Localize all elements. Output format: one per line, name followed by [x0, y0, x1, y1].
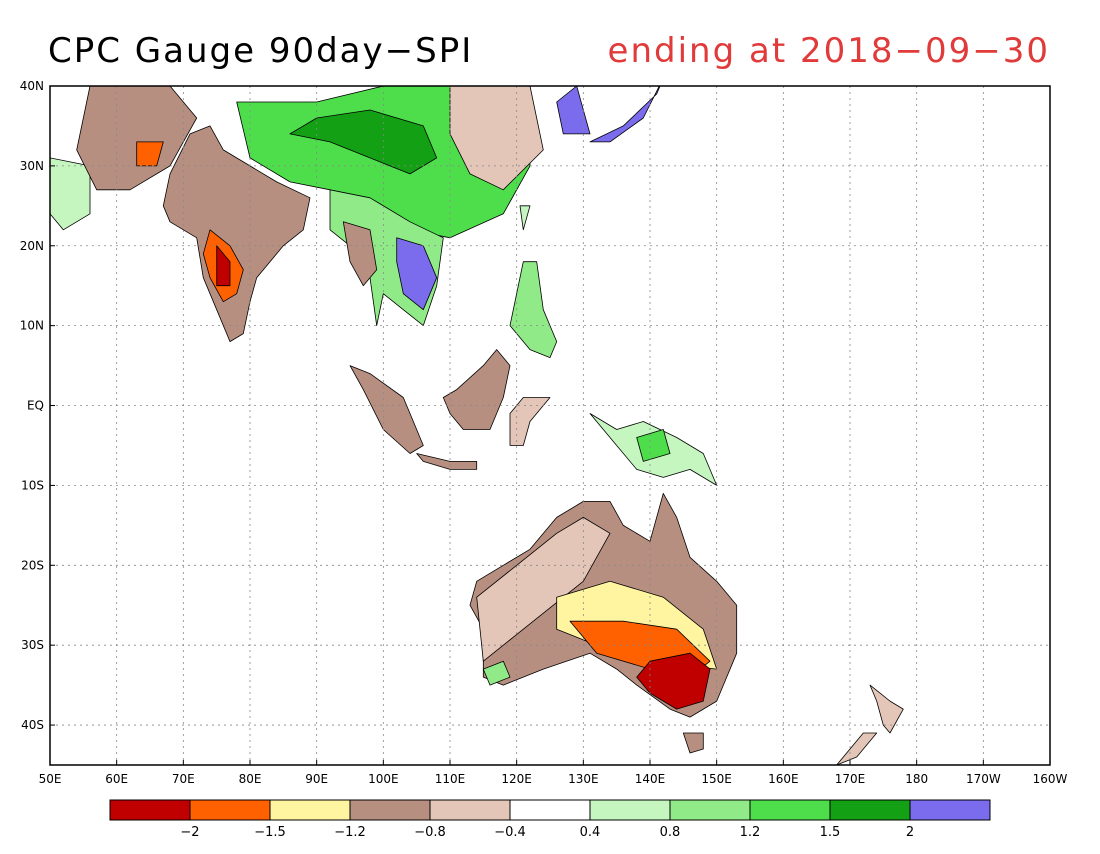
lon-tick-label: 90E: [305, 772, 328, 786]
lon-tick-label: 170W: [966, 772, 1001, 786]
colorbar-swatch: [749, 799, 831, 821]
graticule: [50, 86, 1050, 765]
lat-tick-label: 40S: [21, 718, 44, 732]
lon-tick-label: 180: [905, 772, 928, 786]
region-sulawesi: [509, 397, 551, 446]
colorbar-label: 2: [906, 825, 914, 840]
region-australia-light: [476, 517, 611, 662]
region-iran-pakistan: [76, 86, 198, 191]
lat-tick-label: 10S: [21, 478, 44, 492]
region-java: [416, 453, 478, 470]
region-murray-darling: [636, 652, 711, 710]
region-india: [162, 125, 311, 343]
latitude-tick-labels: 40N 30N 20N 10N EQ 10S 20S 30S 40S: [20, 79, 55, 732]
region-borneo: [442, 349, 511, 430]
lat-tick-label: 20S: [21, 558, 44, 572]
region-taiwan: [519, 205, 531, 231]
map-subtitle: ending at 2018−09−30: [608, 31, 1050, 71]
lat-tick-label: 10N: [20, 319, 44, 333]
colorbar-label: −0.4: [494, 825, 526, 840]
colorbar-swatch: [829, 799, 911, 821]
region-india-severe: [216, 245, 231, 287]
colorbar-swatch: [109, 799, 191, 821]
region-arabia-edge: [50, 157, 91, 231]
lon-tick-label: 110E: [435, 772, 466, 786]
region-new-zealand-n: [869, 684, 904, 734]
colorbar-label: −2: [180, 825, 199, 840]
lat-tick-label: EQ: [27, 399, 44, 413]
lon-tick-label: 50E: [39, 772, 62, 786]
region-sw-australia-wet: [482, 660, 511, 686]
colorbar-swatch: [509, 799, 591, 821]
lon-tick-label: 170E: [835, 772, 866, 786]
map-title: CPC Gauge 90day−SPI: [48, 31, 473, 71]
region-korea-japan: [556, 86, 591, 135]
region-japan: [589, 86, 661, 143]
region-north-china-pink: [449, 86, 544, 191]
lon-tick-label: 80E: [239, 772, 262, 786]
region-malay-sumatra: [349, 365, 424, 454]
map-frame: [49, 85, 1051, 766]
lon-tick-label: 130E: [568, 772, 599, 786]
lat-tick-label: 30N: [20, 159, 44, 173]
colorbar-label: −0.8: [414, 825, 446, 840]
lon-tick-label: 160E: [768, 772, 799, 786]
map-plot-area: [49, 85, 1051, 766]
colorbar-swatch: [909, 799, 991, 821]
region-new-zealand-s: [836, 732, 878, 765]
lon-tick-label: 70E: [172, 772, 195, 786]
longitude-tick-labels: 50E 60E 70E 80E 90E 100E 110E 120E 130E 140E 150E 1…: [39, 760, 1068, 786]
colorbar-swatch: [589, 799, 671, 821]
colorbar: −2 −1.5 −1.2 −0.8 −0.4 0.4 0.8 1.2 1.5 2: [109, 799, 991, 840]
spi-field: [50, 86, 904, 765]
colorbar-label: 1.5: [820, 825, 841, 840]
lon-tick-label: 160W: [1033, 772, 1068, 786]
lat-tick-label: 20N: [20, 239, 44, 253]
lon-tick-label: 150E: [701, 772, 732, 786]
colorbar-label: 0.8: [660, 825, 681, 840]
colorbar-label: 1.2: [740, 825, 761, 840]
colorbar-swatch: [189, 799, 271, 821]
colorbar-label: 0.4: [580, 825, 601, 840]
region-myanmar-dry: [342, 221, 378, 287]
lon-tick-label: 100E: [368, 772, 399, 786]
colorbar-swatch: [429, 799, 511, 821]
region-tibet-wet: [289, 109, 438, 175]
lat-tick-label: 30S: [21, 638, 44, 652]
colorbar-swatch: [349, 799, 431, 821]
colorbar-swatch: [269, 799, 351, 821]
region-iran-severe: [136, 141, 164, 167]
region-new-guinea-wet: [636, 429, 671, 462]
lat-tick-label: 40N: [20, 79, 44, 93]
lon-tick-label: 60E: [105, 772, 128, 786]
region-tasmania: [682, 732, 704, 754]
colorbar-swatch: [669, 799, 751, 821]
colorbar-label: −1.5: [254, 825, 286, 840]
colorbar-label: −1.2: [334, 825, 366, 840]
lon-tick-label: 120E: [501, 772, 532, 786]
lon-tick-label: 140E: [635, 772, 666, 786]
